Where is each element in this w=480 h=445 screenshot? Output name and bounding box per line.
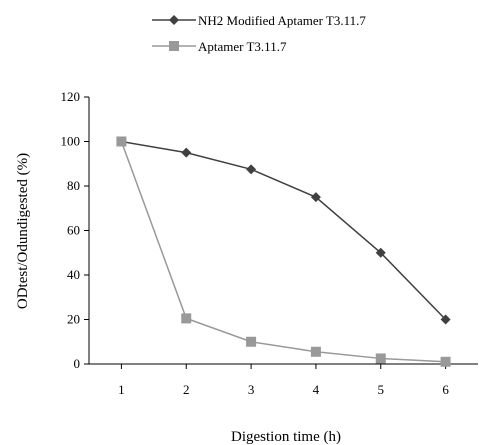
data-point-diamond bbox=[310, 192, 321, 203]
y-tick-label: 20 bbox=[67, 312, 80, 327]
data-point-square bbox=[116, 136, 127, 147]
x-axis-title: Digestion time (h) bbox=[231, 429, 341, 445]
legend: NH2 Modified Aptamer T3.11.7 Aptamer T3.… bbox=[152, 13, 366, 54]
legend-label-1: Aptamer T3.11.7 bbox=[198, 39, 287, 54]
legend-label-0: NH2 Modified Aptamer T3.11.7 bbox=[198, 13, 366, 28]
y-axis-title: ODtest/Odundigested (%) bbox=[15, 153, 31, 309]
y-tick-label: 0 bbox=[74, 356, 81, 371]
data-point-square bbox=[375, 353, 386, 364]
data-point-square bbox=[440, 356, 451, 367]
legend-marker-square bbox=[169, 41, 179, 51]
data-point-diamond bbox=[181, 147, 192, 158]
legend-item-0: NH2 Modified Aptamer T3.11.7 bbox=[152, 13, 366, 28]
y-tick-label: 80 bbox=[67, 178, 80, 193]
x-tick-label: 2 bbox=[183, 382, 190, 397]
data-point-diamond bbox=[375, 247, 386, 258]
data-point-diamond bbox=[246, 164, 257, 175]
data-point-square bbox=[246, 336, 257, 347]
legend-item-1: Aptamer T3.11.7 bbox=[152, 39, 287, 54]
x-tick-label: 1 bbox=[118, 382, 125, 397]
y-tick-label: 40 bbox=[67, 267, 80, 282]
data-point-square bbox=[310, 346, 321, 357]
data-point-square bbox=[181, 313, 192, 324]
legend-marker-diamond bbox=[169, 15, 179, 25]
y-tick-label: 120 bbox=[61, 89, 81, 104]
x-tick-label: 4 bbox=[313, 382, 320, 397]
series-layer bbox=[116, 136, 451, 367]
data-point-diamond bbox=[440, 314, 451, 325]
axes: 0 20 40 60 80 100 120 1 2 3 4 5 6 bbox=[61, 89, 478, 397]
series-line-1 bbox=[120, 141, 446, 363]
y-tick-label: 100 bbox=[61, 134, 81, 149]
x-tick-label: 3 bbox=[248, 382, 255, 397]
x-tick-label: 6 bbox=[442, 382, 449, 397]
y-tick-label: 60 bbox=[67, 223, 80, 238]
series-line-0 bbox=[121, 140, 447, 321]
x-tick-label: 5 bbox=[378, 382, 385, 397]
